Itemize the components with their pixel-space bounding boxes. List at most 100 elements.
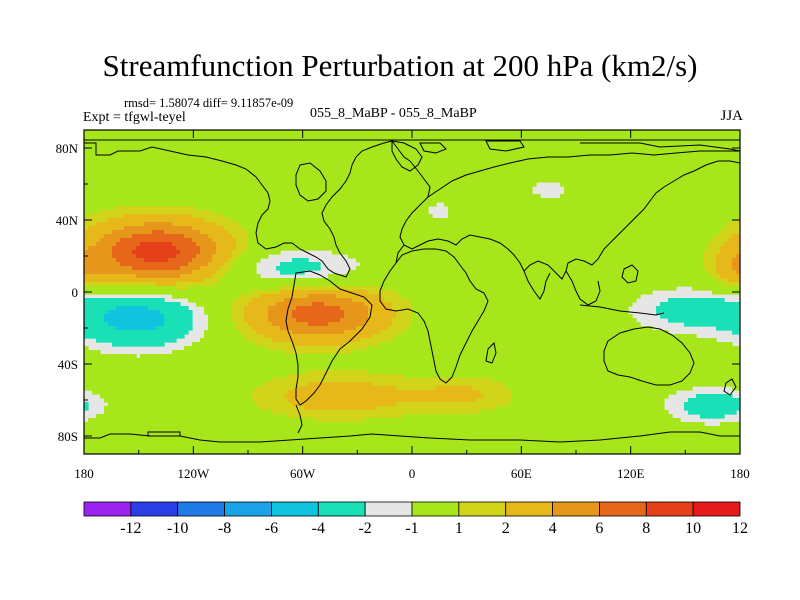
contour-cell xyxy=(312,222,317,227)
contour-cell xyxy=(456,238,461,243)
contour-cell xyxy=(732,142,737,147)
contour-cell xyxy=(692,194,697,199)
contour-cell xyxy=(352,166,357,171)
contour-cell xyxy=(708,186,713,191)
contour-cell xyxy=(192,162,197,167)
contour-cell xyxy=(656,202,661,207)
contour-cell xyxy=(160,190,165,195)
contour-cell xyxy=(712,198,717,203)
contour-cell xyxy=(184,134,189,139)
contour-cell xyxy=(516,238,521,243)
contour-cell xyxy=(420,154,425,159)
contour-cell xyxy=(652,170,657,175)
contour-cell xyxy=(224,230,229,235)
contour-cell xyxy=(728,206,733,211)
contour-cell xyxy=(368,130,373,135)
contour-cell xyxy=(636,218,641,223)
contour-cell xyxy=(512,190,517,195)
contour-cell xyxy=(436,130,441,135)
contour-cell xyxy=(256,230,261,235)
contour-cell xyxy=(152,210,157,215)
contour-cell xyxy=(588,238,593,243)
contour-cell xyxy=(304,154,309,159)
contour-cell xyxy=(356,178,361,183)
contour-cell xyxy=(524,150,529,155)
contour-cell xyxy=(704,146,709,151)
contour-cell xyxy=(664,178,669,183)
contour-cell xyxy=(144,130,149,135)
contour-cell xyxy=(488,154,493,159)
contour-cell xyxy=(300,198,305,203)
contour-cell xyxy=(108,158,113,163)
contour-cell xyxy=(132,146,137,151)
contour-cell xyxy=(600,246,605,251)
contour-cell xyxy=(716,130,721,135)
contour-cell xyxy=(620,234,625,239)
contour-cell xyxy=(312,206,317,211)
contour-cell xyxy=(600,198,605,203)
contour-cell xyxy=(376,198,381,203)
contour-cell xyxy=(644,226,649,231)
contour-cell xyxy=(400,194,405,199)
contour-cell xyxy=(724,194,729,199)
contour-cell xyxy=(196,214,201,219)
contour-cell xyxy=(644,242,649,247)
contour-cell xyxy=(256,210,261,215)
contour-cell xyxy=(308,190,313,195)
contour-cell xyxy=(568,174,573,179)
contour-cell xyxy=(340,238,345,243)
contour-cell xyxy=(548,134,553,139)
contour-cell xyxy=(708,142,713,147)
contour-cell xyxy=(584,190,589,195)
contour-cell xyxy=(204,182,209,187)
contour-cell xyxy=(684,178,689,183)
contour-cell xyxy=(572,186,577,191)
contour-cell xyxy=(220,158,225,163)
contour-cell xyxy=(396,150,401,155)
contour-cell xyxy=(628,246,633,251)
contour-cell xyxy=(248,154,253,159)
contour-cell xyxy=(112,218,117,223)
contour-cell xyxy=(600,182,605,187)
contour-cell xyxy=(204,166,209,171)
contour-cell xyxy=(116,246,121,251)
contour-cell xyxy=(216,250,221,255)
contour-cell xyxy=(96,154,101,159)
contour-cell xyxy=(316,146,321,151)
contour-cell xyxy=(444,246,449,251)
contour-cell xyxy=(504,130,509,135)
contour-cell xyxy=(216,186,221,191)
contour-cell xyxy=(516,234,521,239)
contour-cell xyxy=(444,146,449,151)
contour-cell xyxy=(424,166,429,171)
contour-cell xyxy=(712,178,717,183)
contour-cell xyxy=(620,226,625,231)
contour-cell xyxy=(140,206,145,211)
contour-cell xyxy=(496,178,501,183)
contour-cell xyxy=(352,170,357,175)
contour-cell xyxy=(560,134,565,139)
contour-cell xyxy=(728,222,733,227)
contour-cell xyxy=(528,146,533,151)
contour-cell xyxy=(120,226,125,231)
contour-cell xyxy=(264,250,269,255)
contour-cell xyxy=(700,178,705,183)
contour-cell xyxy=(256,250,261,255)
contour-cell xyxy=(312,230,317,235)
contour-cell xyxy=(700,146,705,151)
contour-cell xyxy=(220,218,225,223)
contour-cell xyxy=(432,230,437,235)
contour-cell xyxy=(608,142,613,147)
contour-cell xyxy=(124,130,129,135)
contour-cell xyxy=(148,210,153,215)
contour-cell xyxy=(612,198,617,203)
contour-cell xyxy=(360,158,365,163)
contour-cell xyxy=(132,150,137,155)
contour-cell xyxy=(100,226,105,231)
contour-cell xyxy=(104,242,109,247)
contour-cell xyxy=(496,154,501,159)
contour-cell xyxy=(220,142,225,147)
contour-cell xyxy=(440,218,445,223)
contour-cell xyxy=(184,190,189,195)
contour-cell xyxy=(472,230,477,235)
